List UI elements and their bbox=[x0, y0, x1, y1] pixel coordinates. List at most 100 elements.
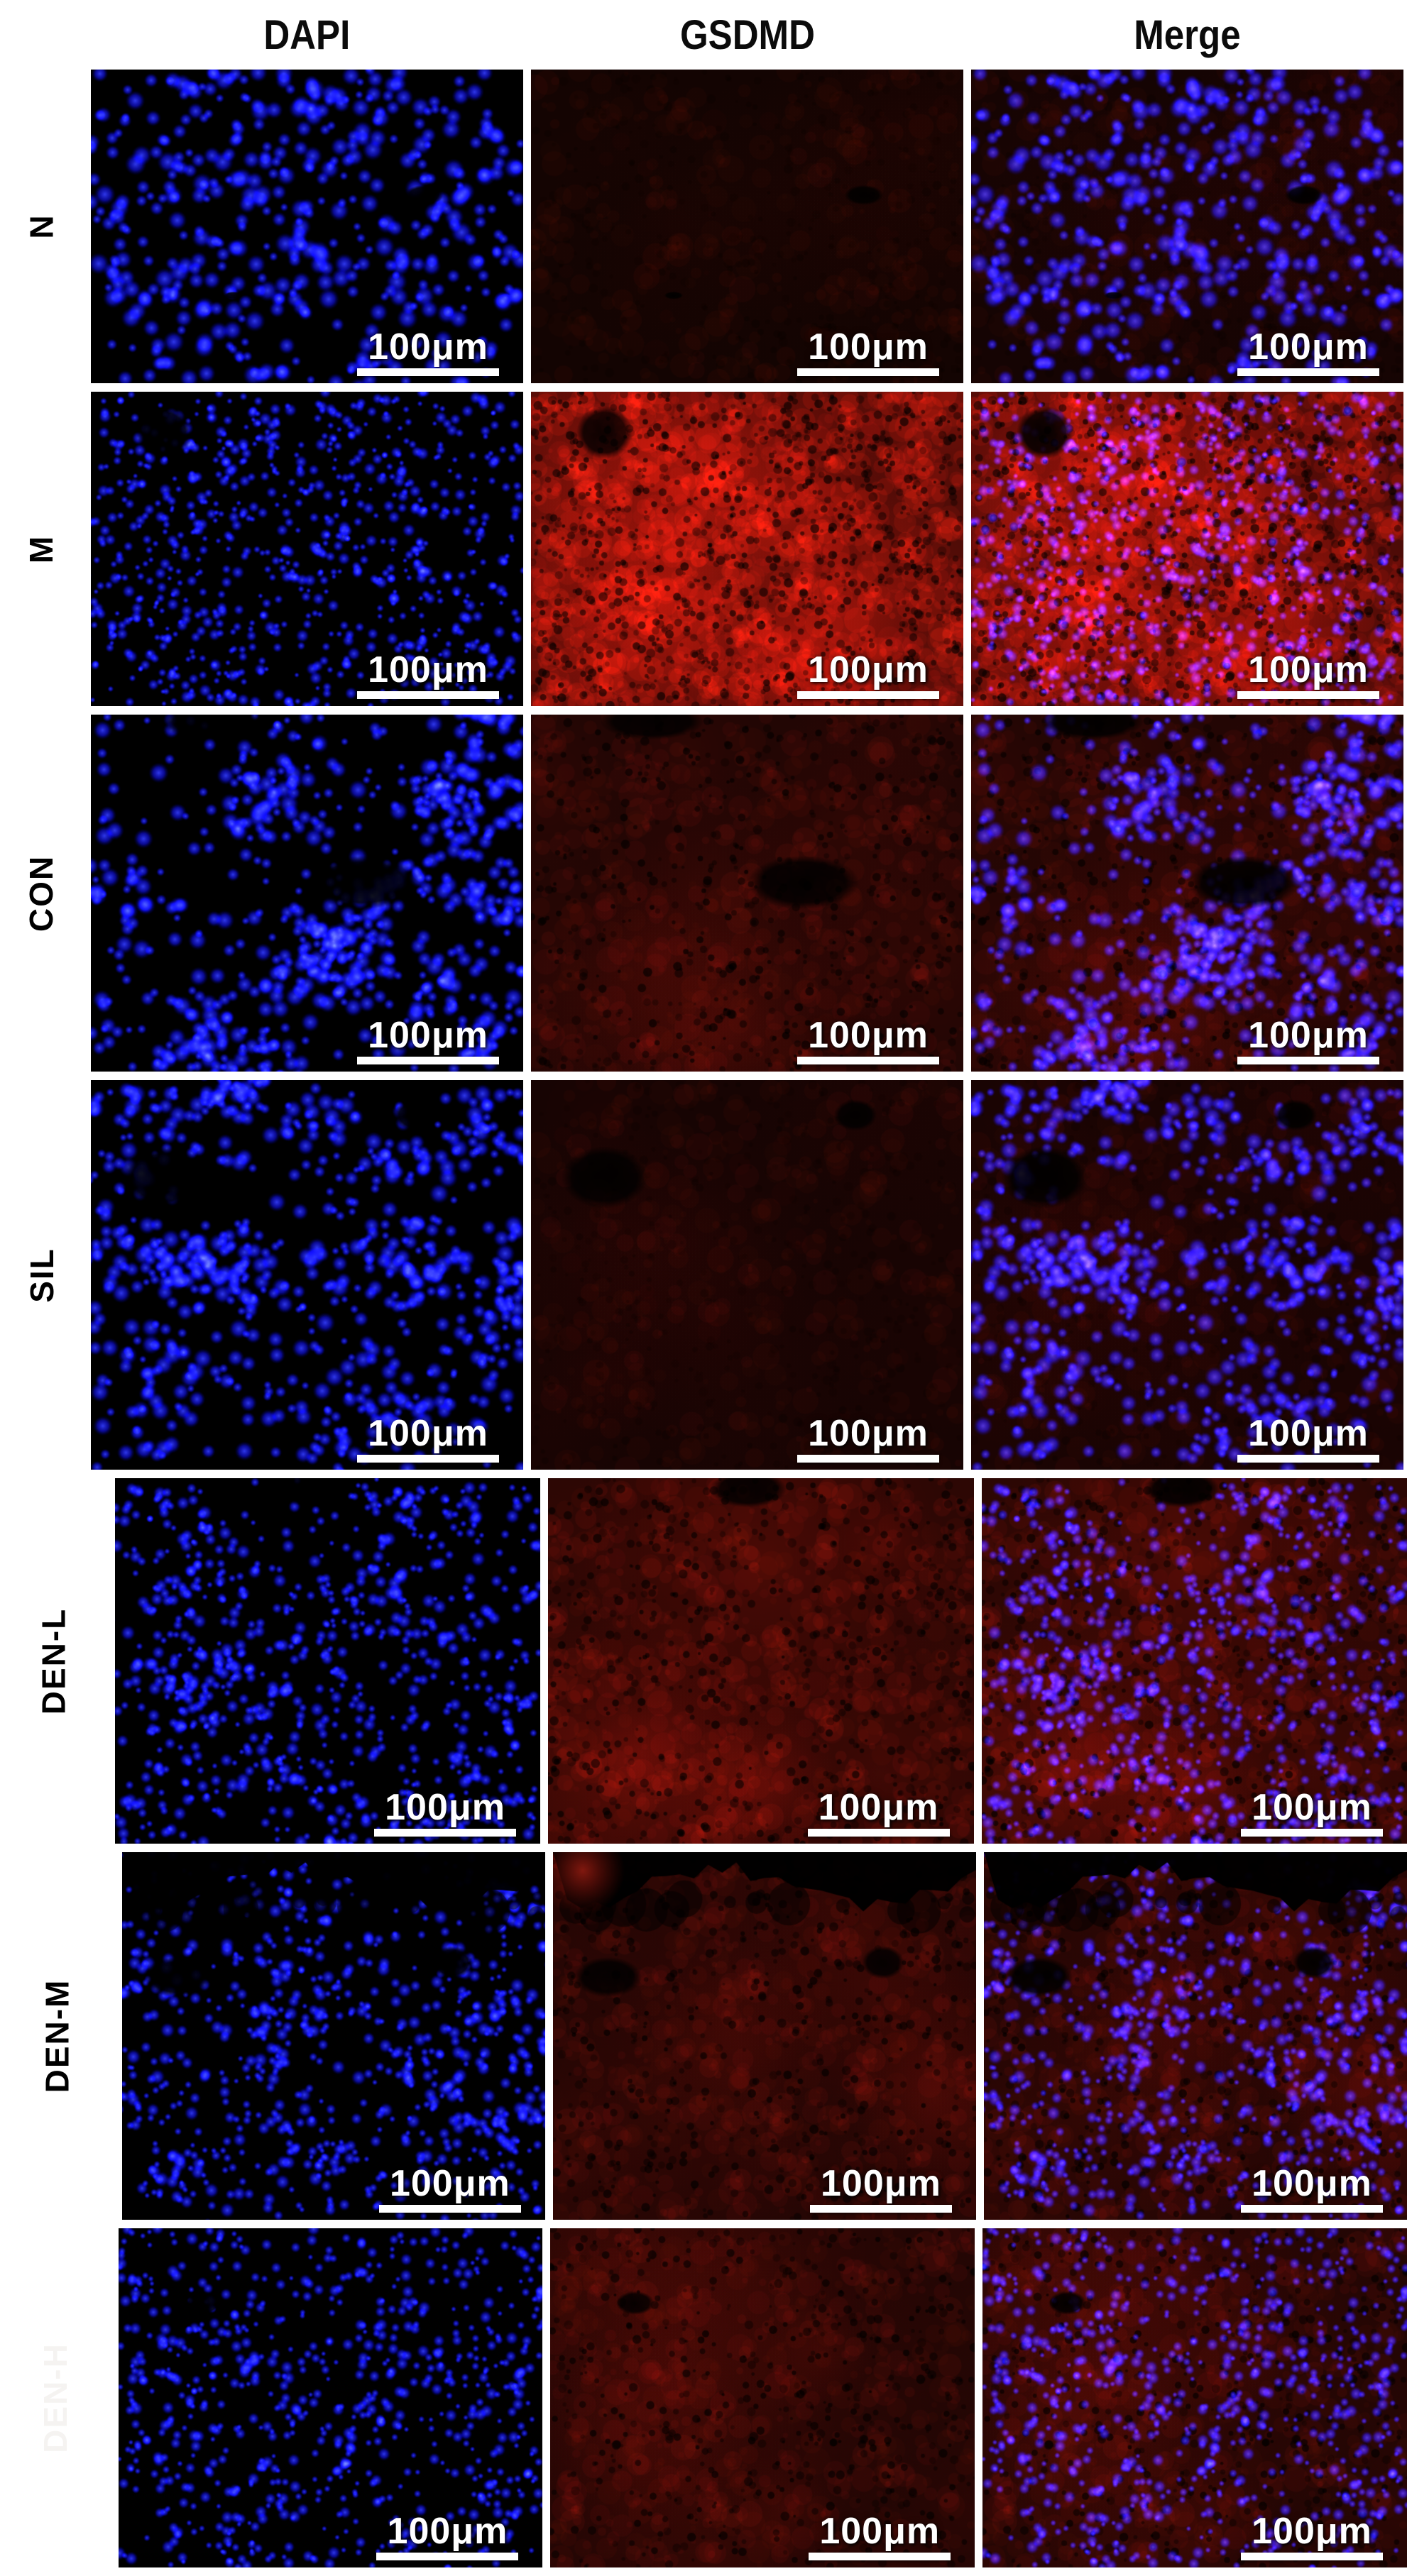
row-label-text-sil: SIL bbox=[23, 1247, 60, 1303]
microscopy-image-canvas-con-merge bbox=[971, 715, 1403, 1072]
scale-bar-label: 100μm bbox=[818, 1787, 939, 1828]
scale-bar-line bbox=[376, 2553, 519, 2560]
scale-bar-label: 100μm bbox=[1248, 1015, 1369, 1056]
scale-bar-line bbox=[797, 1057, 939, 1064]
scale-bar: 100μm bbox=[378, 2163, 521, 2213]
scale-bar: 100μm bbox=[357, 1415, 499, 1463]
row-label-den-l: DEN-L bbox=[0, 1478, 107, 1844]
scale-bar-line bbox=[797, 368, 939, 376]
scale-bar-line bbox=[1237, 1455, 1379, 1463]
microscopy-image-canvas-den-l-gsdmd bbox=[548, 1478, 974, 1844]
row-label-text-n: N bbox=[23, 214, 60, 239]
scale-bar-line bbox=[809, 2553, 951, 2560]
scale-bar-label: 100μm bbox=[387, 2511, 508, 2552]
panel-den-m-dapi: 100μm bbox=[121, 1852, 545, 2220]
microscopy-image-canvas-den-l-merge bbox=[981, 1478, 1407, 1844]
scale-bar-label: 100μm bbox=[1252, 2163, 1372, 2204]
scale-bar: 100μm bbox=[357, 329, 499, 376]
scale-bar-line bbox=[1241, 2205, 1383, 2213]
scale-bar-label: 100μm bbox=[1248, 326, 1369, 368]
scale-bar-label: 100μm bbox=[368, 1015, 488, 1056]
figure-row-n: N 100μm 100μm 100μm bbox=[0, 70, 1407, 383]
figure-row-con: CON 100μm 100μm 100μm bbox=[0, 715, 1407, 1072]
microscopy-image-canvas-m-dapi bbox=[91, 392, 523, 706]
scale-bar-line bbox=[1237, 691, 1379, 699]
panel-con-dapi: 100μm bbox=[91, 715, 523, 1072]
microscopy-image-canvas-n-merge bbox=[971, 70, 1403, 383]
microscopy-image-canvas-n-dapi bbox=[91, 70, 523, 383]
row-label-text-den-h: DEN-H bbox=[36, 2343, 74, 2453]
column-header-gsdmd: GSDMD bbox=[531, 11, 963, 59]
scale-bar: 100μm bbox=[1241, 1789, 1383, 1837]
figure-row-den-l: DEN-L 100μm 100μm 100μm bbox=[0, 1478, 1407, 1844]
microscopy-image-canvas-m-gsdmd bbox=[531, 392, 963, 706]
scale-bar: 100μm bbox=[1237, 1415, 1379, 1463]
row-label-den-m: DEN-M bbox=[0, 1852, 114, 2220]
microscopy-image-canvas-sil-dapi bbox=[91, 1080, 523, 1470]
row-label-text-con: CON bbox=[23, 854, 60, 932]
microscopy-image-canvas-den-m-dapi bbox=[121, 1852, 545, 2220]
scale-bar-label: 100μm bbox=[1252, 1787, 1372, 1828]
panel-den-h-gsdmd: 100μm bbox=[550, 2228, 975, 2567]
microscopy-image-canvas-den-m-merge bbox=[983, 1852, 1407, 2220]
row-label-text-den-m: DEN-M bbox=[38, 1978, 76, 2093]
panel-den-h-dapi: 100μm bbox=[118, 2228, 543, 2567]
microscopy-image-canvas-n-gsdmd bbox=[531, 70, 963, 383]
scale-bar-label: 100μm bbox=[1248, 1413, 1369, 1454]
microscopy-image-canvas-sil-gsdmd bbox=[531, 1080, 963, 1470]
panel-n-dapi: 100μm bbox=[91, 70, 523, 383]
scale-bar-line bbox=[357, 691, 499, 699]
row-label-text-den-l: DEN-L bbox=[35, 1607, 72, 1714]
figure-row-m: M 100μm 100μm 100μm bbox=[0, 392, 1407, 706]
scale-bar-line bbox=[807, 1829, 950, 1837]
scale-bar: 100μm bbox=[1241, 2513, 1384, 2560]
scale-bar: 100μm bbox=[797, 651, 939, 699]
panel-den-m-gsdmd: 100μm bbox=[552, 1852, 976, 2220]
scale-bar-line bbox=[797, 691, 939, 699]
panel-sil-gsdmd: 100μm bbox=[531, 1080, 963, 1470]
microscopy-image-canvas-den-l-dapi bbox=[114, 1478, 541, 1844]
scale-bar-label: 100μm bbox=[819, 2511, 941, 2552]
scale-bar: 100μm bbox=[357, 651, 499, 699]
scale-bar-label: 100μm bbox=[808, 1015, 929, 1056]
microscopy-image-canvas-con-dapi bbox=[91, 715, 523, 1072]
scale-bar-label: 100μm bbox=[368, 326, 488, 368]
scale-bar: 100μm bbox=[1237, 1017, 1379, 1064]
scale-bar-line bbox=[797, 1455, 939, 1463]
microscopy-image-canvas-den-h-merge bbox=[982, 2228, 1407, 2567]
row-label-den-h: DEN-H bbox=[0, 2228, 111, 2567]
row-label-sil: SIL bbox=[0, 1080, 83, 1470]
microscopy-image-canvas-den-h-dapi bbox=[118, 2228, 543, 2567]
scale-bar: 100μm bbox=[809, 2165, 952, 2213]
scale-bar-line bbox=[1237, 368, 1379, 376]
panel-con-merge: 100μm bbox=[971, 715, 1403, 1072]
column-header-dapi-label: DAPI bbox=[263, 11, 351, 58]
scale-bar-label: 100μm bbox=[808, 649, 929, 690]
scale-bar-label: 100μm bbox=[808, 1413, 929, 1454]
scale-bar-label: 100μm bbox=[389, 2163, 510, 2204]
figure-rows: N 100μm 100μm 100μm M 100μm 100μm 100μm CON 100μm… bbox=[0, 70, 1407, 2567]
panel-n-merge: 100μm bbox=[971, 70, 1403, 383]
column-header-row: DAPI GSDMD Merge bbox=[91, 0, 1407, 70]
scale-bar: 100μm bbox=[807, 1787, 950, 1837]
figure-row-den-h: DEN-H 100μm 100μm 100μm bbox=[0, 2228, 1407, 2567]
scale-bar-label: 100μm bbox=[808, 326, 929, 368]
column-header-merge-label: Merge bbox=[1134, 11, 1241, 58]
scale-bar: 100μm bbox=[374, 1787, 517, 1837]
panel-m-dapi: 100μm bbox=[91, 392, 523, 706]
panel-den-l-dapi: 100μm bbox=[114, 1478, 541, 1844]
scale-bar-label: 100μm bbox=[1248, 649, 1369, 690]
scale-bar: 100μm bbox=[1237, 651, 1379, 699]
scale-bar-line bbox=[378, 2205, 521, 2213]
panel-sil-merge: 100μm bbox=[971, 1080, 1403, 1470]
scale-bar-line bbox=[1241, 2553, 1384, 2560]
scale-bar-label: 100μm bbox=[368, 649, 488, 690]
microscopy-image-canvas-sil-merge bbox=[971, 1080, 1403, 1470]
scale-bar-label: 100μm bbox=[368, 1413, 488, 1454]
scale-bar-line bbox=[1241, 1829, 1383, 1837]
panel-den-l-merge: 100μm bbox=[981, 1478, 1407, 1844]
panel-den-h-merge: 100μm bbox=[982, 2228, 1407, 2567]
scale-bar-label: 100μm bbox=[385, 1787, 505, 1828]
row-label-n: N bbox=[0, 70, 83, 383]
scale-bar-line bbox=[357, 368, 499, 376]
